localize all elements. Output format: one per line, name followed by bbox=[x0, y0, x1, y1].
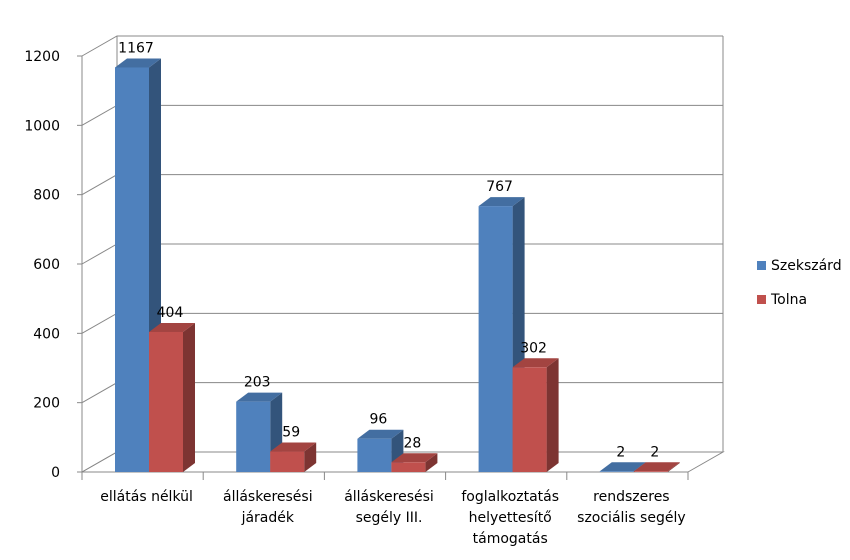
y-tick-label: 800 bbox=[33, 188, 60, 204]
bar-tolna-0 bbox=[149, 322, 195, 472]
data-label: 2 bbox=[616, 444, 625, 460]
x-axis: ellátás nélkül álláskeresési járadék állásk… bbox=[81, 471, 689, 547]
data-label: 2 bbox=[650, 444, 659, 460]
y-tick-label: 200 bbox=[33, 396, 60, 412]
y-axis: 0 200 400 600 800 1000 1200 bbox=[24, 49, 83, 481]
data-label: 1167 bbox=[118, 40, 154, 56]
bars bbox=[115, 58, 680, 472]
bar-tolna-2 bbox=[391, 453, 438, 472]
legend: Szekszárd Tolna bbox=[757, 258, 842, 308]
x-category-label: ellátás nélkül bbox=[100, 489, 193, 505]
y-tick-label: 1200 bbox=[24, 49, 60, 65]
data-label: 767 bbox=[486, 179, 513, 195]
legend-label: Tolna bbox=[770, 292, 807, 308]
gridline bbox=[81, 104, 723, 126]
data-labels: 1167 203 96 767 2 404 59 28 302 2 bbox=[118, 40, 659, 460]
bar-tolna-1 bbox=[270, 442, 317, 472]
legend-label: Szekszárd bbox=[771, 258, 842, 274]
bar-tolna-3 bbox=[512, 358, 559, 472]
data-label: 404 bbox=[157, 305, 184, 321]
bar-tolna-4 bbox=[633, 462, 680, 472]
data-label: 59 bbox=[282, 425, 300, 441]
x-category-label: álláskeresési járadék bbox=[223, 489, 313, 526]
y-tick-label: 400 bbox=[33, 326, 60, 342]
y-tick-label: 600 bbox=[33, 257, 60, 273]
gridline bbox=[81, 35, 723, 57]
data-label: 96 bbox=[369, 412, 387, 428]
gridline bbox=[81, 174, 723, 196]
y-tick-label: 1000 bbox=[24, 118, 60, 134]
y-tick-label: 0 bbox=[51, 465, 60, 481]
x-category-label: rendszeres szociális segély bbox=[577, 489, 685, 526]
gridline bbox=[81, 243, 723, 265]
data-label: 302 bbox=[520, 340, 547, 356]
x-category-label: foglalkoztatás helyettesítő támogatás bbox=[461, 489, 559, 547]
legend-swatch bbox=[757, 261, 766, 270]
data-label: 28 bbox=[403, 435, 421, 451]
data-label: 203 bbox=[244, 375, 271, 391]
x-category-label: álláskeresési segély III. bbox=[344, 489, 434, 526]
legend-swatch bbox=[757, 295, 766, 304]
